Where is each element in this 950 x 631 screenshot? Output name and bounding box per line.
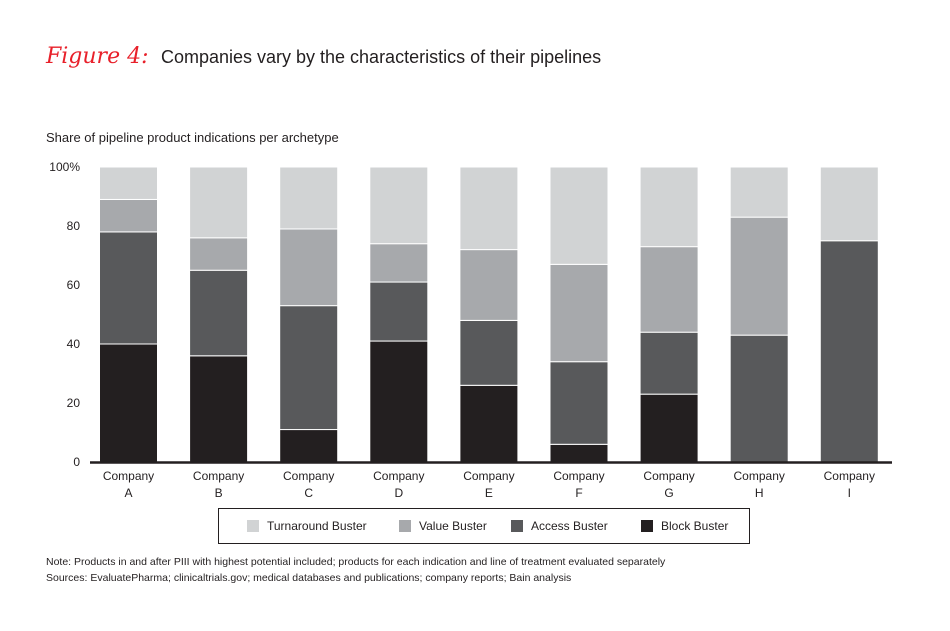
legend-label: Value Buster <box>419 519 487 533</box>
legend-swatch <box>511 520 523 532</box>
bar-segment <box>189 166 249 239</box>
figure-label: Figure 4: <box>46 44 149 69</box>
y-tick-label: 0 <box>73 455 80 469</box>
bar-segment <box>729 166 789 218</box>
bar-segment <box>99 166 158 200</box>
chart-subtitle: Share of pipeline product indications pe… <box>46 130 339 145</box>
legend-item: Value Buster <box>399 519 487 533</box>
bar-segment <box>729 334 789 463</box>
bar-segment <box>549 263 609 363</box>
bar-segment <box>639 246 699 333</box>
bar-segment <box>189 355 249 463</box>
legend-label: Block Buster <box>661 519 729 533</box>
legend-item: Access Buster <box>511 519 608 533</box>
y-tick-label: 20 <box>67 396 81 410</box>
bar-segment <box>99 231 158 345</box>
x-tick-label: G <box>664 486 673 500</box>
y-tick-label: 40 <box>67 337 81 351</box>
bar-segment <box>459 319 519 386</box>
bar-segment <box>369 340 429 463</box>
chart-note: Note: Products in and after PIII with hi… <box>46 556 666 568</box>
bar-segment <box>99 343 158 463</box>
bar-segment <box>729 216 789 336</box>
bar-segment <box>639 166 699 248</box>
bar-segment <box>459 249 519 321</box>
x-tick-label: Company <box>643 469 694 483</box>
x-tick-label: E <box>485 486 493 500</box>
legend-item: Block Buster <box>641 519 728 533</box>
x-tick-label: H <box>755 486 764 500</box>
bar-segment <box>549 166 609 265</box>
x-tick-label: A <box>124 486 132 500</box>
x-tick-label: Company <box>103 469 154 483</box>
bar-segment <box>639 393 699 463</box>
stacked-bar-chart: 0 20 40 60 80 100% Company A Company B Company C Com… <box>49 160 892 500</box>
y-tick-label: 100% <box>49 160 80 174</box>
x-tick-label: Company <box>553 469 604 483</box>
chart-sources: Sources: EvaluatePharma; clinicaltrials.… <box>46 572 572 584</box>
chart-legend: Turnaround Buster Value Buster Access Bust… <box>218 508 750 544</box>
x-tick-label: Company <box>283 469 334 483</box>
x-tick-label: D <box>394 486 403 500</box>
legend-swatch <box>247 520 259 532</box>
legend-swatch <box>641 520 653 532</box>
x-tick-label: F <box>575 486 582 500</box>
bar-segment <box>279 429 339 463</box>
bar-segment <box>459 166 519 251</box>
y-tick-label: 80 <box>67 219 81 233</box>
bar-segment <box>279 228 339 307</box>
x-tick-label: I <box>848 486 851 500</box>
bar-segment <box>549 361 609 445</box>
legend-label: Access Buster <box>531 519 608 533</box>
bar-segment <box>279 305 339 431</box>
bar-segment <box>549 443 609 463</box>
bar-segment <box>819 240 879 463</box>
x-tick-label: B <box>215 486 223 500</box>
bar-segment <box>819 166 879 242</box>
bar-segment <box>99 198 158 233</box>
legend-item: Turnaround Buster <box>247 519 367 533</box>
x-tick-label: Company <box>824 469 875 483</box>
y-tick-label: 60 <box>67 278 81 292</box>
x-tick-label: Company <box>734 469 785 483</box>
legend-label: Turnaround Buster <box>267 519 367 533</box>
bar-segment <box>369 281 429 342</box>
bar-segment <box>369 166 429 245</box>
figure-title: Companies vary by the characteristics of… <box>160 47 602 67</box>
legend-swatch <box>399 520 411 532</box>
bar-segment <box>459 384 519 463</box>
bar-segment <box>279 166 339 230</box>
x-tick-label: Company <box>193 469 244 483</box>
figure-heading: Figure 4: Companies vary by the characte… <box>46 44 601 80</box>
x-tick-label: Company <box>373 469 424 483</box>
bar-segment <box>189 237 249 271</box>
bar-segment <box>639 331 699 395</box>
x-tick-label: Company <box>463 469 514 483</box>
bar-segment <box>369 243 429 283</box>
x-tick-label: C <box>304 486 313 500</box>
bar-segment <box>189 269 249 357</box>
